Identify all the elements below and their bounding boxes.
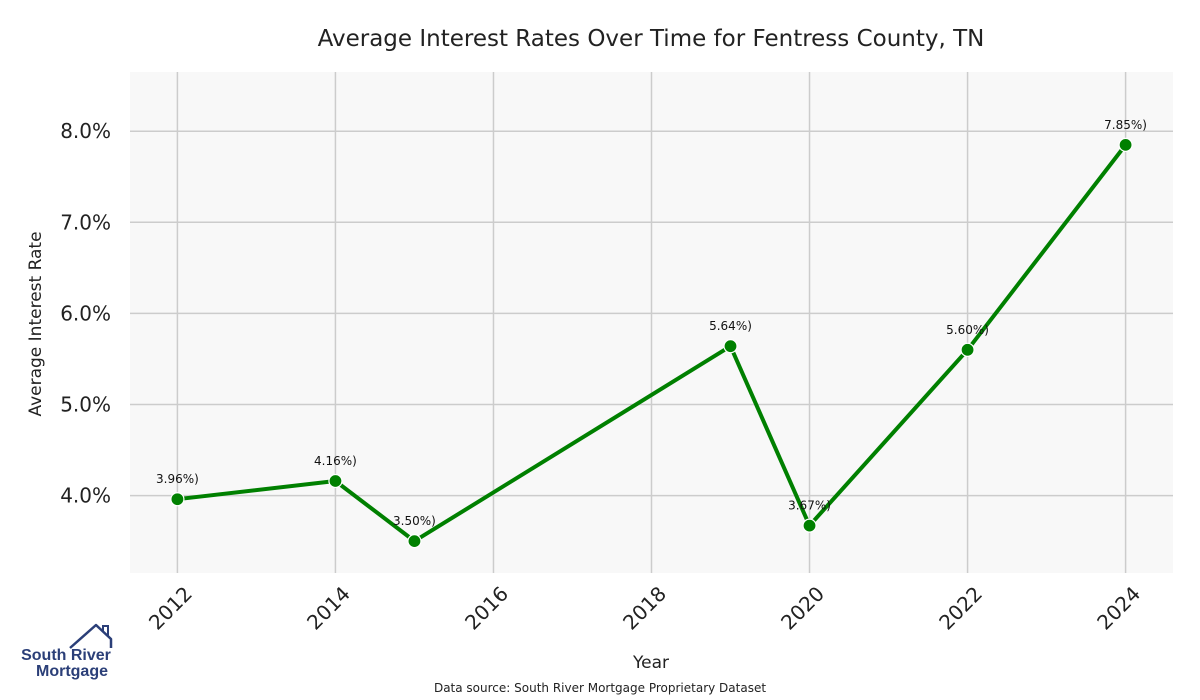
y-tick-label: 4.0% [60, 484, 111, 508]
y-tick-label: 5.0% [60, 392, 111, 416]
data-label: 3.50%) [393, 514, 436, 528]
x-tick-label: 2012 [144, 582, 197, 635]
y-tick-label: 6.0% [60, 301, 111, 325]
x-tick-label: 2020 [776, 582, 829, 635]
data-labels: 3.96%) 4.16%) 3.50%) 5.64%) 3.67%) 5.60%) 7.85… [156, 118, 1147, 528]
data-label: 3.67%) [788, 499, 831, 513]
data-label: 3.96%) [156, 472, 199, 486]
data-label: 5.64%) [709, 319, 752, 333]
data-source-note: Data source: South River Mortgage Propri… [434, 681, 766, 695]
house-chimney-icon [102, 625, 109, 636]
data-label: 7.85%) [1104, 118, 1147, 132]
y-axis-label: Average Interest Rate [26, 231, 46, 416]
data-point [960, 342, 975, 357]
data-point [723, 339, 738, 354]
data-point [328, 473, 343, 489]
x-tick-label: 2022 [934, 582, 987, 635]
x-axis-ticks: 2012 2014 2016 2018 2020 2022 2024 [144, 582, 1145, 635]
y-tick-label: 7.0% [60, 210, 111, 234]
x-tick-label: 2016 [460, 582, 513, 635]
house-roof-icon [69, 623, 113, 649]
y-tick-label: 8.0% [60, 119, 111, 143]
data-label: 5.60%) [946, 323, 989, 337]
data-point [802, 518, 817, 533]
company-logo: South River Mortgage [21, 623, 113, 680]
chart-title: Average Interest Rates Over Time for Fen… [318, 26, 985, 52]
y-axis-ticks: 4.0% 5.0% 6.0% 7.0% 8.0% [60, 119, 111, 507]
x-tick-label: 2018 [618, 582, 671, 635]
series-layer [170, 137, 1133, 549]
data-point [170, 492, 185, 507]
grid-lines [130, 72, 1173, 573]
data-point [1118, 137, 1133, 152]
x-axis-label: Year [632, 653, 669, 673]
logo-text-line2: Mortgage [36, 663, 108, 680]
data-label: 4.16%) [314, 454, 357, 468]
x-tick-label: 2024 [1092, 582, 1145, 635]
logo-text-line1: South River [21, 647, 111, 664]
data-point [407, 534, 422, 549]
x-tick-label: 2014 [302, 582, 355, 635]
